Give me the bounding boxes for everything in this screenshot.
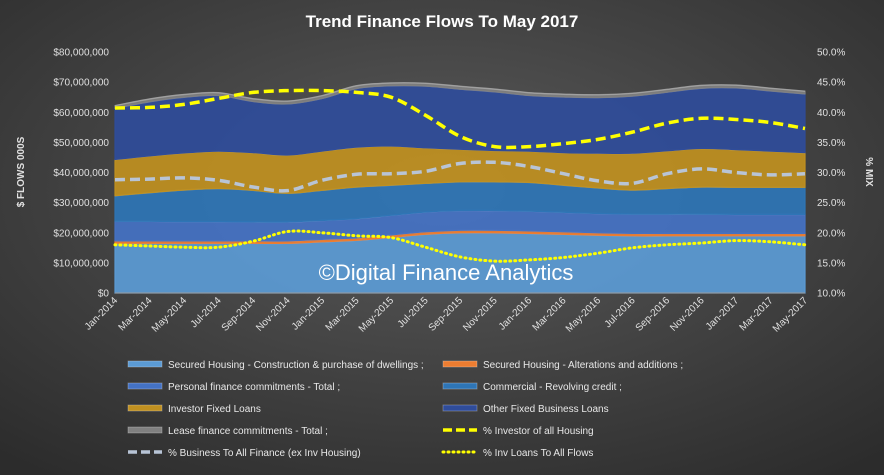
line-series-1: [114, 160, 806, 193]
y-tick-label: $80,000,000: [53, 48, 109, 59]
percentage-lines: [113, 88, 807, 263]
legend-item: % Investor of all Housing: [443, 426, 594, 437]
legend-item: Commercial - Revolving credit ;: [442, 382, 622, 393]
stacked-areas: [114, 82, 806, 294]
legend-label: Secured Housing - Construction & purchas…: [168, 360, 424, 371]
y-axis-label: $ FLOWS 000S: [16, 136, 27, 207]
legend-swatch: [127, 426, 163, 434]
y2-tick-label: 20.0%: [817, 228, 845, 239]
legend-label: % Inv Loans To All Flows: [483, 448, 593, 459]
legend-item: % Inv Loans To All Flows: [441, 448, 593, 459]
legend-label: Other Fixed Business Loans: [483, 404, 609, 415]
legend-label: Investor Fixed Loans: [168, 404, 261, 415]
legend-label: Personal finance commitments - Total ;: [168, 382, 340, 393]
y-tick-label: $20,000,000: [53, 228, 109, 239]
y2-tick-label: 35.0%: [817, 138, 845, 149]
legend-swatch: [127, 382, 163, 390]
legend-item: Secured Housing - Construction & purchas…: [127, 360, 424, 371]
legend-swatch: [442, 360, 478, 368]
y-tick-label: $70,000,000: [53, 78, 109, 89]
line-series-2: [113, 229, 807, 263]
legend-swatch: [442, 382, 478, 390]
legend-label: Commercial - Revolving credit ;: [483, 382, 622, 393]
y2-axis-label: % MIX: [863, 157, 874, 187]
chart-title: Trend Finance Flows To May 2017: [306, 12, 579, 31]
legend-swatch: [442, 404, 478, 412]
y2-tick-label: 45.0%: [817, 78, 845, 89]
y-tick-label: $10,000,000: [53, 258, 109, 269]
watermark: ©Digital Finance Analytics: [319, 260, 574, 285]
legend-swatch: [127, 360, 163, 368]
legend-item: Secured Housing - Alterations and additi…: [442, 360, 683, 371]
y-tick-label: $30,000,000: [53, 198, 109, 209]
y-tick-label: $60,000,000: [53, 108, 109, 119]
legend-swatch: [127, 404, 163, 412]
legend: Secured Housing - Construction & purchas…: [127, 360, 683, 459]
y-tick-label: $50,000,000: [53, 138, 109, 149]
y-tick-label: $0: [98, 289, 110, 300]
legend-label: % Business To All Finance (ex Inv Housin…: [168, 448, 361, 459]
legend-item: Personal finance commitments - Total ;: [127, 382, 340, 393]
legend-item: Other Fixed Business Loans: [442, 404, 609, 415]
y2-tick-label: 30.0%: [817, 168, 845, 179]
y2-tick-label: 25.0%: [817, 198, 845, 209]
area-highlight-6: [114, 82, 806, 107]
legend-item: Investor Fixed Loans: [127, 404, 261, 415]
y2-tick-label: 50.0%: [817, 48, 845, 59]
legend-label: % Investor of all Housing: [483, 426, 594, 437]
legend-label: Secured Housing - Alterations and additi…: [483, 360, 683, 371]
line-series-0: [114, 88, 806, 150]
area-series-5: [114, 84, 806, 161]
y-tick-label: $40,000,000: [53, 168, 109, 179]
legend-item: Lease finance commitments - Total ;: [127, 426, 328, 437]
y2-tick-label: 15.0%: [817, 258, 845, 269]
legend-item: % Business To All Finance (ex Inv Housin…: [128, 448, 361, 459]
y2-tick-label: 40.0%: [817, 108, 845, 119]
legend-label: Lease finance commitments - Total ;: [168, 426, 328, 437]
y2-tick-label: 10.0%: [817, 289, 845, 300]
